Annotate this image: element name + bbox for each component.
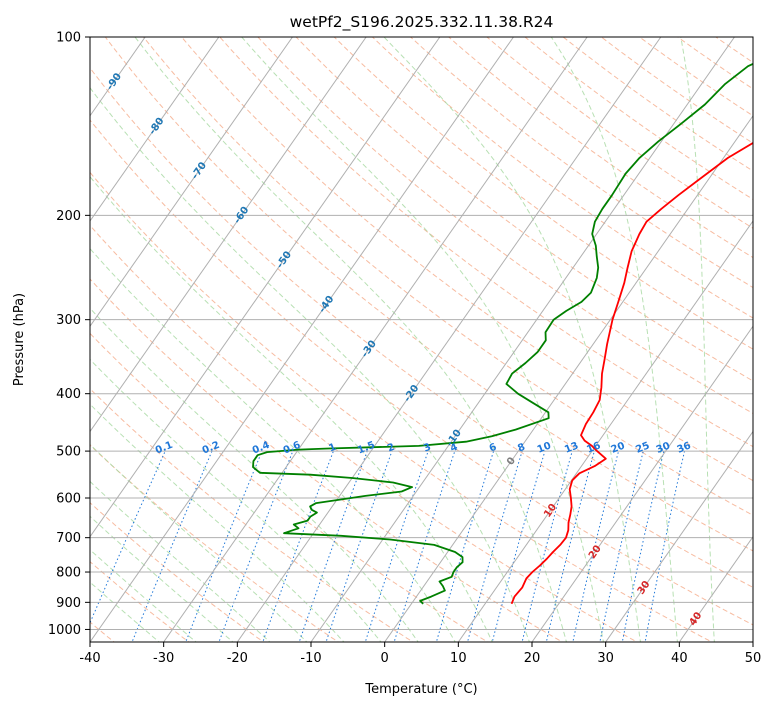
dewpoint-trace xyxy=(252,62,753,605)
axes: -40 -30 -20 -10 0 10 20 30 40 50 100 200 300 400 500 60… xyxy=(48,31,761,667)
x-tick-label: 10 xyxy=(450,651,467,666)
mixing-ratio-line xyxy=(545,450,595,642)
y-axis-label: Pressure (hPa) xyxy=(12,293,27,386)
isotherm-line xyxy=(457,220,753,642)
mixing-ratio-label: 8 xyxy=(516,442,527,455)
mixing-ratio-label: 16 xyxy=(585,440,602,455)
mixing-ratio-label: 10 xyxy=(536,440,553,455)
mixing-ratio-label: 30 xyxy=(655,440,672,455)
y-tick-label: 700 xyxy=(56,531,81,546)
mixing-ratio-line xyxy=(491,450,546,642)
temperature-trace xyxy=(510,141,753,605)
pressure-gridlines xyxy=(90,37,753,630)
mixing-ratio-line xyxy=(644,450,685,642)
mixing-ratio-label: 20 xyxy=(610,440,627,455)
mixing-ratio-label: 25 xyxy=(634,440,651,455)
mixing-ratio-label: 1 xyxy=(327,442,338,455)
isotherm-line xyxy=(384,114,753,642)
y-tick-label: 800 xyxy=(56,566,81,581)
y-tick-label: 600 xyxy=(56,492,81,507)
isotherm-line xyxy=(531,325,753,642)
isotherm-line xyxy=(90,37,220,222)
y-tick-label: 200 xyxy=(56,209,81,224)
dry-adiabat-line xyxy=(409,37,753,289)
dry-adiabat-line xyxy=(371,37,753,319)
moist-adiabat-line xyxy=(90,358,382,642)
plot-frame xyxy=(89,36,754,643)
isotherm-line xyxy=(236,37,662,642)
x-axis-label: Temperature (°C) xyxy=(364,682,477,697)
mixing-ratio-label: 13 xyxy=(563,440,580,455)
mixing-ratio-line xyxy=(599,450,644,642)
isotherm-line xyxy=(678,535,753,642)
isotherm-line xyxy=(163,37,588,642)
mixing-ratio-line xyxy=(262,450,334,642)
mixing-ratio-line xyxy=(393,450,456,642)
x-tick-label: 50 xyxy=(745,651,762,666)
mixing-ratio-line xyxy=(218,450,294,642)
y-tick-label: 100 xyxy=(56,31,81,46)
mixing-ratio-label: 6 xyxy=(488,442,499,455)
isotherm-line xyxy=(90,37,367,433)
x-tick-label: -30 xyxy=(153,651,174,666)
plot-area: -100-90-80-70-60-50-40-30-20-10010203040… xyxy=(90,37,753,642)
y-tick-label: 300 xyxy=(56,313,81,328)
mixing-ratio-label: 2 xyxy=(386,442,397,455)
mixing-ratio-line xyxy=(621,450,665,642)
y-tick-label: 900 xyxy=(56,596,81,611)
skewed-isotherms xyxy=(90,37,753,642)
mixing-ratio-line xyxy=(298,450,368,642)
dry-adiabat-line xyxy=(257,37,753,414)
mixing-ratio-line xyxy=(572,450,620,642)
x-tick-label: 30 xyxy=(597,651,614,666)
mixing-ratio-label: 36 xyxy=(676,440,693,455)
x-tick-label: -20 xyxy=(227,651,248,666)
mixing-ratio-line xyxy=(185,450,263,642)
mixing-ratio-line xyxy=(364,450,429,642)
x-tick-label: 20 xyxy=(524,651,541,666)
x-tick-label: -40 xyxy=(79,651,100,666)
x-tick-label: 40 xyxy=(671,651,688,666)
mixing-ratio-line xyxy=(435,450,495,642)
chart-title: wetPf2_S196.2025.332.11.38.R24 xyxy=(290,13,554,32)
x-tick-label: -10 xyxy=(300,651,321,666)
isotherm-line xyxy=(90,37,441,538)
mixing-ratio-line xyxy=(131,450,213,642)
moist-adiabat-line xyxy=(90,480,271,642)
mixing-ratio-line xyxy=(521,450,573,642)
isotherm-line xyxy=(90,37,514,642)
dry-adiabat-line xyxy=(219,37,753,448)
y-tick-label: 1000 xyxy=(48,623,81,638)
isotherm-line xyxy=(605,430,753,642)
mixing-ratio-lines xyxy=(90,450,685,642)
mixing-ratio-label: 4 xyxy=(449,442,460,455)
mixing-ratio-label: 3 xyxy=(422,442,433,455)
y-tick-label: 500 xyxy=(56,445,81,460)
y-tick-label: 400 xyxy=(56,387,81,402)
sounding-traces xyxy=(252,62,753,605)
dry-adiabat-line xyxy=(90,224,639,642)
isotherm-line xyxy=(90,37,293,328)
dry-adiabat-line xyxy=(90,332,489,642)
mixing-ratio-line xyxy=(325,450,393,642)
x-tick-label: 0 xyxy=(381,651,389,666)
dry-adiabat-line xyxy=(104,37,753,552)
